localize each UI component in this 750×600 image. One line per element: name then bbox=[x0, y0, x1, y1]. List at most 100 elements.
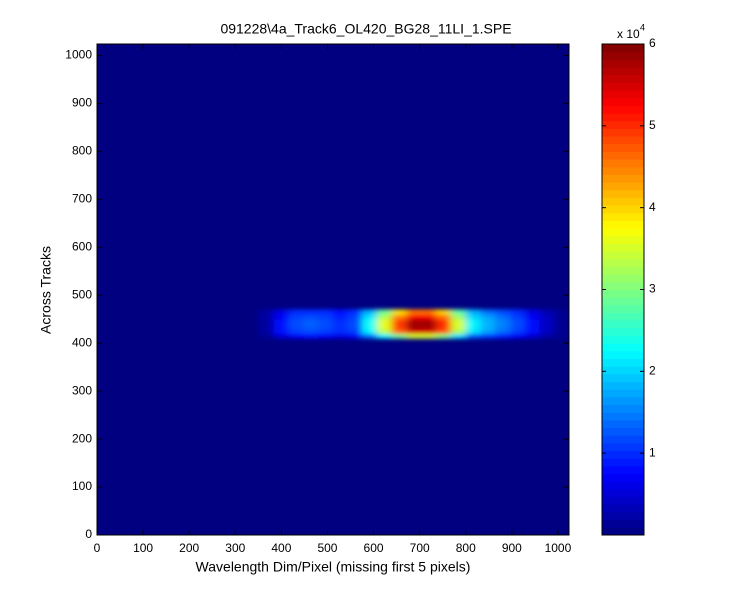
colorbar-tick-label: 3 bbox=[649, 282, 656, 296]
heatmap-cell bbox=[524, 323, 540, 330]
colorbar-swatch bbox=[602, 519, 644, 528]
heatmap-cell bbox=[494, 318, 511, 325]
colorbar-swatch bbox=[602, 297, 644, 306]
heatmap-cell bbox=[391, 328, 408, 334]
colorbar-swatch bbox=[602, 44, 644, 53]
x-tick-label: 200 bbox=[179, 541, 199, 555]
colorbar-swatch bbox=[602, 343, 644, 352]
heatmap-cell bbox=[303, 323, 319, 330]
colorbar-swatch bbox=[602, 404, 644, 413]
heatmap-cell bbox=[421, 318, 437, 325]
colorbar-swatch bbox=[602, 243, 644, 252]
heatmap-cell bbox=[288, 328, 304, 334]
x-tick-label: 700 bbox=[410, 541, 430, 555]
x-tick-label: 100 bbox=[133, 541, 153, 555]
colorbar-swatch bbox=[602, 67, 644, 76]
colorbar-swatch bbox=[602, 136, 644, 145]
heatmap-cell bbox=[303, 318, 319, 325]
heatmap-cell bbox=[435, 309, 452, 315]
colorbar-tick-label: 2 bbox=[649, 364, 656, 378]
colorbar-swatch bbox=[602, 527, 644, 536]
heatmap-cell bbox=[524, 318, 540, 325]
heatmap-cell bbox=[332, 309, 349, 315]
heatmap-cell bbox=[303, 309, 319, 315]
x-tick-label: 0 bbox=[94, 541, 101, 555]
heatmap-cell bbox=[376, 328, 393, 334]
heatmap-cell bbox=[332, 328, 349, 334]
heatmap-cell bbox=[258, 323, 275, 330]
heatmap-cell bbox=[450, 333, 467, 339]
heatmap-cell bbox=[347, 314, 363, 320]
colorbar-swatch bbox=[602, 358, 644, 367]
heatmap-cell bbox=[273, 314, 290, 320]
heatmap-cell bbox=[509, 323, 526, 330]
heatmap-cell bbox=[509, 309, 526, 315]
heatmap-cell bbox=[480, 318, 496, 325]
colorbar-swatch bbox=[602, 266, 644, 275]
heatmap-cell bbox=[347, 333, 363, 339]
heatmap-cell bbox=[317, 323, 334, 330]
heatmap-cell bbox=[435, 328, 452, 334]
heatmap-cell bbox=[317, 314, 334, 320]
colorbar-swatch bbox=[602, 51, 644, 60]
y-axis-label: Across Tracks bbox=[38, 246, 54, 334]
colorbar-swatch bbox=[602, 442, 644, 452]
heatmap-cell bbox=[435, 333, 452, 339]
y-tick-label: 1000 bbox=[65, 48, 92, 62]
colorbar-exponent: 4 bbox=[640, 22, 645, 32]
heatmap-cell bbox=[288, 314, 304, 320]
heatmap-cell bbox=[362, 309, 378, 315]
colorbar-swatch bbox=[602, 389, 644, 398]
heatmap-cell bbox=[553, 309, 569, 315]
heatmap-cell bbox=[480, 328, 496, 334]
heatmap-cell bbox=[421, 314, 437, 320]
heatmap-cell bbox=[406, 318, 422, 325]
heatmap-cell bbox=[288, 323, 304, 330]
y-tick-label: 500 bbox=[72, 287, 92, 301]
heatmap-cell bbox=[406, 309, 422, 315]
colorbar-swatch bbox=[602, 335, 644, 344]
y-tick-label: 400 bbox=[72, 335, 92, 349]
colorbar-swatch bbox=[602, 281, 644, 290]
heatmap-cell bbox=[421, 333, 437, 339]
heatmap-cell bbox=[509, 328, 526, 334]
heatmap-cell bbox=[288, 333, 304, 339]
heatmap-cell bbox=[539, 323, 555, 330]
x-tick-label: 400 bbox=[271, 541, 291, 555]
heatmap-cell bbox=[553, 328, 569, 334]
heatmap-cell bbox=[539, 333, 555, 339]
colorbar-swatch bbox=[602, 128, 644, 137]
heatmap-cell bbox=[539, 318, 555, 325]
heatmap-cell bbox=[391, 318, 408, 325]
colorbar-tick-label: 4 bbox=[649, 200, 656, 214]
colorbar-swatch bbox=[602, 228, 644, 237]
heatmap-cell bbox=[421, 323, 437, 330]
heatmap-cell bbox=[524, 333, 540, 339]
y-tick-label: 0 bbox=[85, 527, 92, 541]
heatmap-cell bbox=[288, 318, 304, 325]
colorbar-swatch bbox=[602, 74, 644, 83]
colorbar-swatch bbox=[602, 419, 644, 429]
y-tick-label: 100 bbox=[72, 479, 92, 493]
colorbar: 1 2 3 4 5 6 bbox=[601, 36, 656, 536]
heatmap-cells bbox=[258, 309, 569, 339]
heatmap-cell bbox=[273, 323, 290, 330]
colorbar-swatch bbox=[602, 488, 644, 498]
heatmap-cell bbox=[362, 328, 378, 334]
colorbar-swatch bbox=[602, 381, 644, 390]
heatmap-cell bbox=[347, 318, 363, 325]
heatmap-cell bbox=[347, 323, 363, 330]
heatmap-cell bbox=[317, 328, 334, 334]
colorbar-swatch bbox=[602, 373, 644, 383]
heatmap-cell bbox=[258, 333, 275, 339]
heatmap-cell bbox=[553, 333, 569, 339]
heatmap-cell bbox=[539, 309, 555, 315]
heatmap-cell bbox=[317, 333, 334, 339]
colorbar-swatch bbox=[602, 289, 644, 298]
colorbar-tick-label: 5 bbox=[649, 118, 656, 132]
colorbar-swatch bbox=[602, 251, 644, 260]
heatmap-cell bbox=[258, 309, 275, 315]
heatmap-cell bbox=[465, 318, 481, 325]
heatmap-cell bbox=[376, 333, 393, 339]
